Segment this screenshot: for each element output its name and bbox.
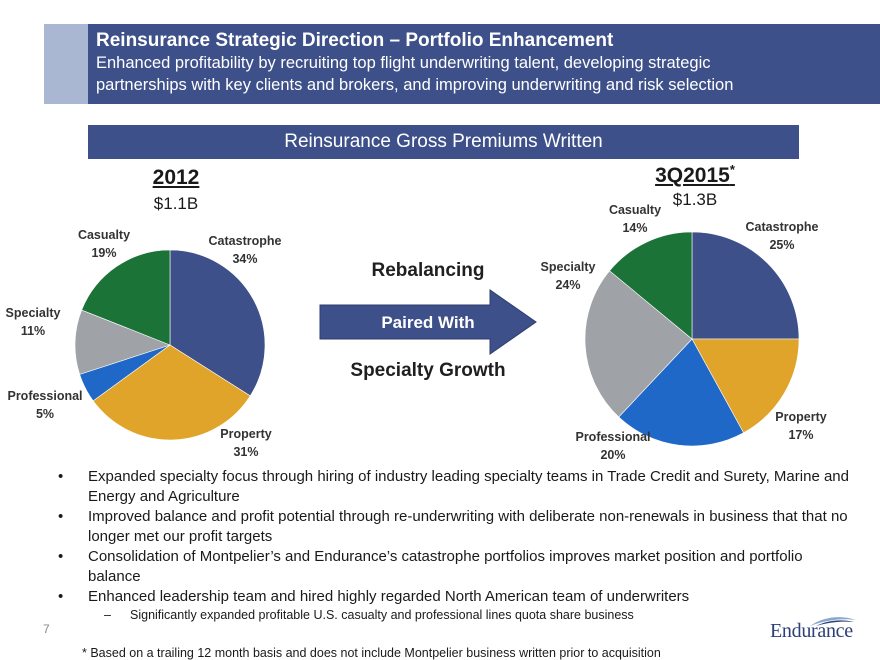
footnote: * Based on a trailing 12 month basis and… bbox=[82, 646, 661, 660]
slice-label-catastrophe: Catastrophe bbox=[209, 234, 282, 248]
specialty-growth-label: Specialty Growth bbox=[350, 360, 506, 381]
chart-2015-title-text: 3Q2015 bbox=[655, 164, 730, 187]
slice-label-professional: Professional bbox=[575, 430, 650, 444]
chart-2012-title: 2012 bbox=[152, 166, 200, 189]
slice-value-catastrophe: 34% bbox=[232, 252, 257, 266]
pie-slice-catastrophe bbox=[691, 231, 800, 340]
header-accent-bar bbox=[44, 24, 88, 104]
header-banner: Reinsurance Strategic Direction – Portfo… bbox=[88, 24, 880, 104]
pie-chart-2012: Catastrophe 34% Property 31% Professional 5% S… bbox=[6, 228, 282, 459]
slice-label-specialty: Specialty bbox=[6, 306, 61, 320]
endurance-logo: Endurance bbox=[770, 617, 862, 648]
logo-swoosh-icon bbox=[810, 617, 856, 626]
slice-label-catastrophe: Catastrophe bbox=[746, 220, 819, 234]
bullet-item: • Improved balance and profit potential t… bbox=[58, 507, 858, 547]
slice-label-specialty: Specialty bbox=[541, 260, 596, 274]
arrow-shape bbox=[319, 289, 537, 355]
page-subtitle-line-2: partnerships with key clients and broker… bbox=[96, 76, 734, 94]
bullet-dot-icon: • bbox=[58, 468, 64, 485]
slice-label-property: Property bbox=[775, 410, 826, 424]
slice-value-professional: 20% bbox=[600, 448, 625, 462]
bullet-item: • Expanded specialty focus through hiring… bbox=[58, 467, 858, 507]
slice-value-specialty: 11% bbox=[21, 324, 45, 338]
page-title: Reinsurance Strategic Direction – Portfo… bbox=[96, 30, 614, 51]
slice-label-professional: Professional bbox=[7, 389, 82, 403]
pie-slice-catastrophe bbox=[169, 249, 266, 397]
pie-slice-property bbox=[92, 344, 251, 441]
bullet-text: Consolidation of Montpelier’s and Endura… bbox=[88, 548, 803, 585]
pie-slice-casualty bbox=[81, 249, 171, 346]
bullet-dot-icon: • bbox=[58, 508, 64, 525]
rebalancing-label: Rebalancing bbox=[371, 260, 485, 281]
bullet-text: Improved balance and profit potential th… bbox=[88, 508, 848, 545]
slice-value-casualty: 14% bbox=[622, 221, 647, 235]
pie-slice-casualty bbox=[609, 231, 693, 340]
page-number: 7 bbox=[43, 622, 50, 636]
pie-slice-specialty bbox=[74, 309, 171, 375]
logo-text: Endurance bbox=[770, 620, 853, 642]
chart-2015-amount: $1.3B bbox=[672, 190, 718, 209]
section-title: Reinsurance Gross Premiums Written bbox=[88, 125, 799, 159]
bullet-list: • Expanded specialty focus through hiring… bbox=[58, 467, 858, 623]
bullet-dot-icon: • bbox=[58, 588, 64, 605]
pie-slice-professional bbox=[618, 338, 744, 447]
chart-2015-title: 3Q2015* bbox=[630, 162, 760, 188]
slice-label-property: Property bbox=[220, 427, 271, 441]
pie-chart-2015: Catastrophe 25% Property 17% Professional 20%… bbox=[541, 203, 827, 462]
slice-value-property: 17% bbox=[788, 428, 813, 442]
chart-2012-amount: $1.1B bbox=[153, 194, 199, 213]
bullet-dot-icon: • bbox=[58, 548, 64, 565]
pie-slice-specialty bbox=[584, 270, 693, 418]
page-subtitle-line-1: Enhanced profitability by recruiting top… bbox=[96, 54, 711, 72]
sub-bullet-dash-icon: – bbox=[104, 608, 111, 622]
bullet-item: • Enhanced leadership team and hired high… bbox=[58, 587, 858, 607]
slice-value-casualty: 19% bbox=[91, 246, 116, 260]
bullet-text: Enhanced leadership team and hired highl… bbox=[88, 588, 690, 605]
slice-value-professional: 5% bbox=[36, 407, 54, 421]
bullet-item: • Consolidation of Montpelier’s and Endur… bbox=[58, 547, 858, 587]
arrow-label-paired-with: Paired With bbox=[381, 313, 474, 332]
slice-value-specialty: 24% bbox=[555, 278, 580, 292]
slice-value-catastrophe: 25% bbox=[769, 238, 794, 252]
chart-2015-title-mark: * bbox=[729, 162, 735, 177]
slice-value-property: 31% bbox=[233, 445, 258, 459]
pie-slice-property bbox=[691, 338, 800, 434]
slice-label-casualty: Casualty bbox=[609, 203, 661, 217]
slice-label-casualty: Casualty bbox=[78, 228, 130, 242]
bullet-text: Expanded specialty focus through hiring … bbox=[88, 468, 849, 505]
sub-bullet-text: Significantly expanded profitable U.S. c… bbox=[130, 608, 634, 622]
sub-bullet-item: – Significantly expanded profitable U.S. … bbox=[58, 607, 858, 623]
